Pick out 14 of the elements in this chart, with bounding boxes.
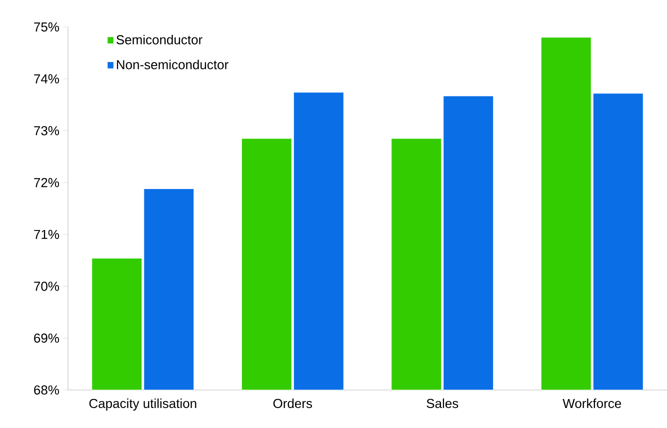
y-tick-label: 74% [34,74,60,84]
y-tick-label: 71% [34,230,60,239]
y-tick-label: 72% [34,178,60,188]
y-tick-label: 70% [34,282,60,291]
y-tick-label: 75% [34,22,60,32]
x-tick-label: Orders [273,398,312,408]
x-tick-label: Capacity utilisation [89,398,196,411]
legend-label: Non-semiconductor [116,60,228,70]
y-tick-label: 68% [34,385,60,395]
y-tick-label: 69% [34,334,60,343]
legend-label: Semiconductor [116,34,202,44]
x-tick-label: Sales [426,398,458,408]
x-tick-label: Workforce [562,398,622,408]
y-tick-label: 73% [34,126,60,136]
